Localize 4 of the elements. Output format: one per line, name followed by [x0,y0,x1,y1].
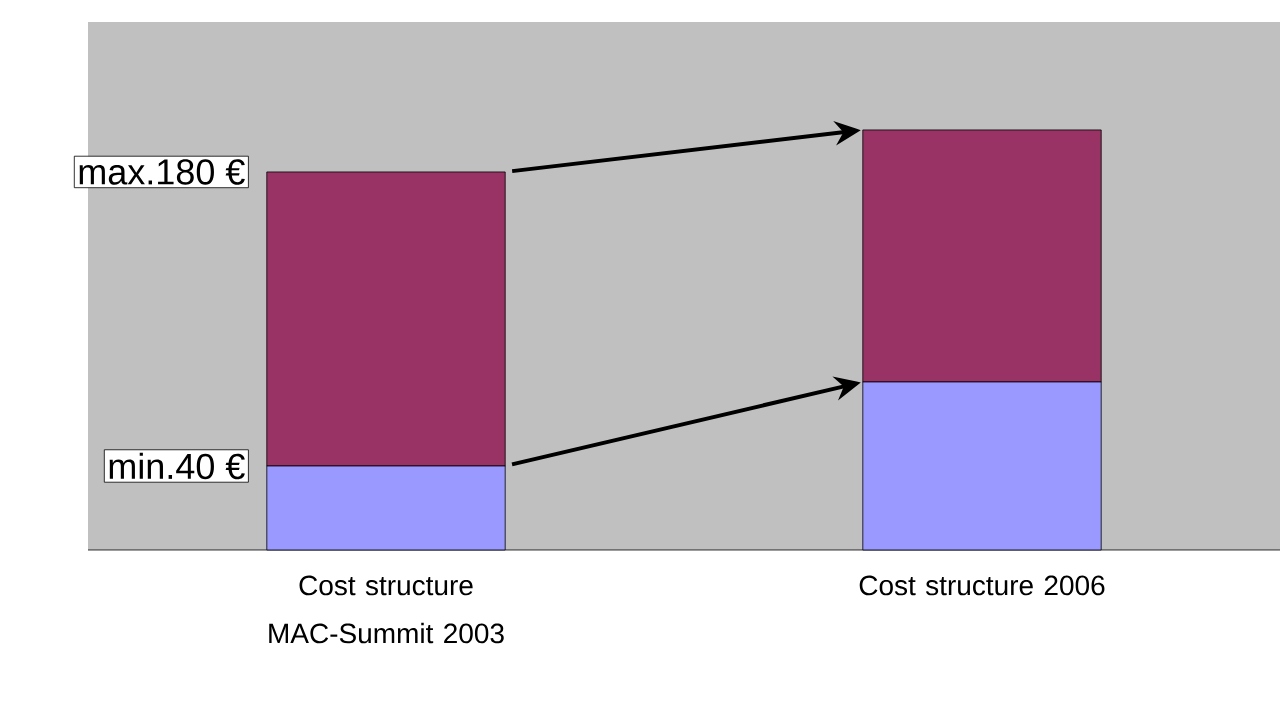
x-tick-label: Cost structure 2006 [859,575,1105,596]
annotation: max.180 € [79,159,245,185]
x-tick-label: Cost structure MAC-Summit 2003 [269,575,504,644]
annotation: min.40 € [109,452,245,480]
